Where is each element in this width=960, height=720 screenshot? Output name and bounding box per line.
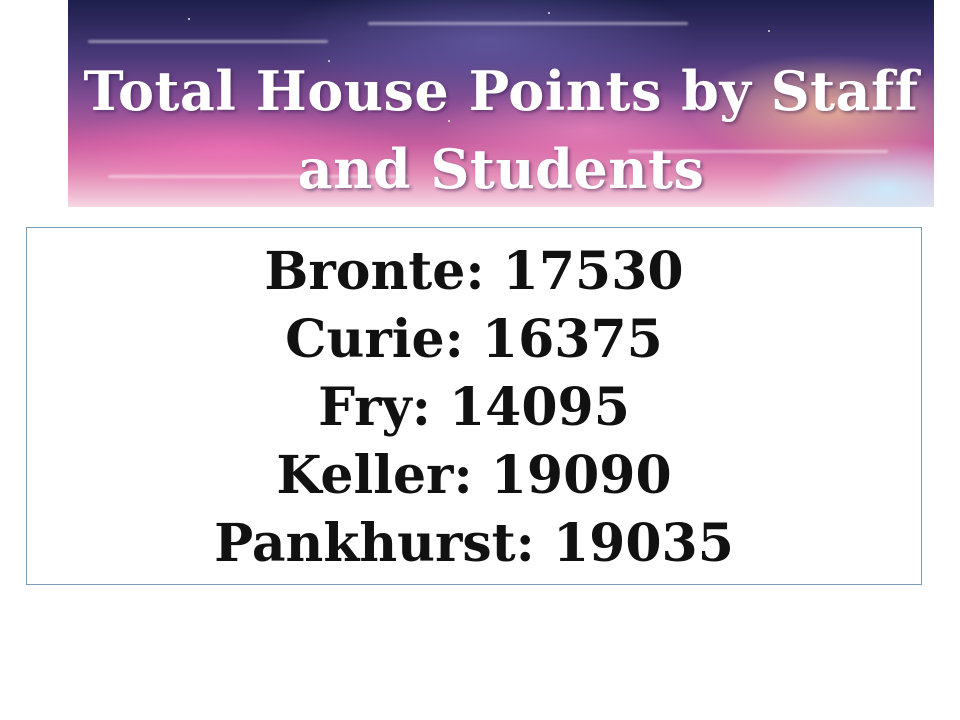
house-points: 17530 xyxy=(502,241,684,302)
house-points: 16375 xyxy=(481,309,663,370)
house-name: Curie xyxy=(285,309,445,370)
star xyxy=(448,120,450,122)
list-item: Curie: 16375 xyxy=(285,309,663,370)
house-name: Fry xyxy=(318,377,412,438)
house-points: 19090 xyxy=(490,445,672,506)
list-item: Fry: 14095 xyxy=(318,377,630,438)
cloud-streak xyxy=(88,40,328,43)
house-name: Pankhurst xyxy=(214,513,516,574)
house-name: Bronte xyxy=(264,241,466,302)
house-points: 14095 xyxy=(449,377,630,438)
house-points-list: Bronte: 17530 Curie: 16375 Fry: 14095 Ke… xyxy=(27,238,921,578)
cloud-streak xyxy=(108,175,408,178)
star xyxy=(768,30,770,32)
star xyxy=(548,12,550,14)
page-title-line-1: Total House Points by Staff xyxy=(83,59,919,123)
star xyxy=(888,70,890,72)
house-points: 19035 xyxy=(552,513,734,574)
star xyxy=(188,18,190,20)
page-title-line-2: and Students xyxy=(297,137,705,201)
cloud-streak xyxy=(368,22,688,25)
cloud-streak xyxy=(628,150,888,153)
page-title: Total House Points by Staff and Students xyxy=(68,52,934,207)
house-points-box: Bronte: 17530 Curie: 16375 Fry: 14095 Ke… xyxy=(26,227,922,585)
title-banner: Total House Points by Staff and Students xyxy=(68,0,934,207)
house-name: Keller xyxy=(276,445,454,506)
list-item: Bronte: 17530 xyxy=(264,241,684,302)
star xyxy=(328,60,330,62)
list-item: Keller: 19090 xyxy=(276,445,672,506)
list-item: Pankhurst: 19035 xyxy=(214,513,734,574)
